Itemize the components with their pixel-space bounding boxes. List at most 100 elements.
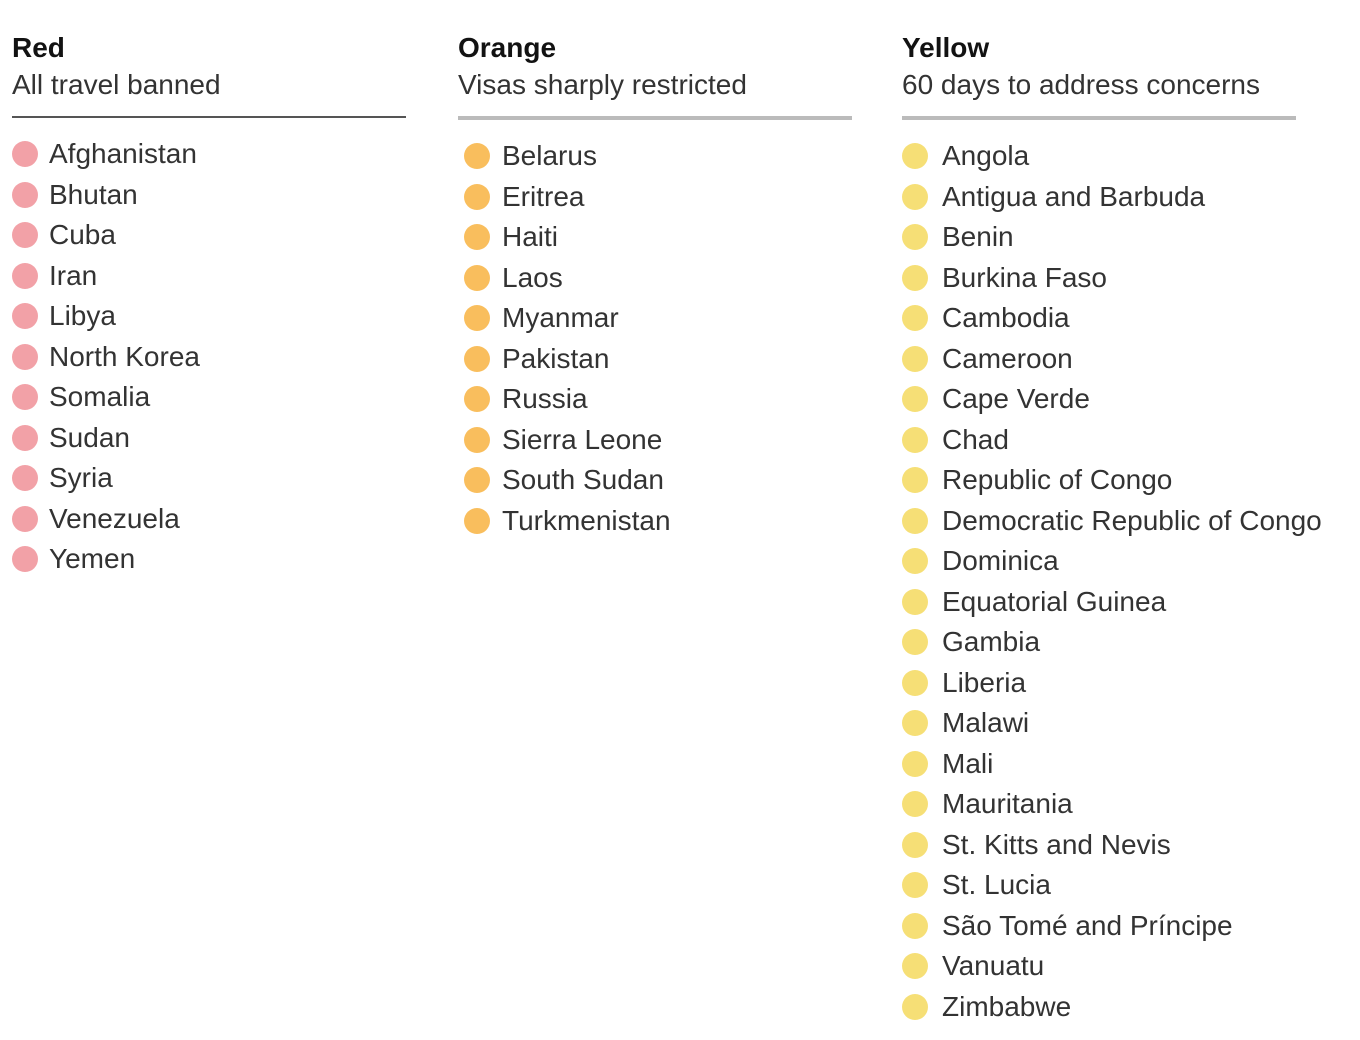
status-dot-icon (902, 588, 928, 615)
country-name: Cuba (49, 219, 116, 251)
country-item: Belarus (458, 136, 854, 177)
country-name: Yemen (49, 543, 136, 575)
country-item: Antigua and Barbuda (902, 177, 1352, 218)
status-dot-icon (902, 548, 928, 575)
status-dot-icon (902, 669, 928, 696)
status-dot-icon (902, 426, 928, 453)
country-name: Russia (502, 383, 588, 415)
country-name: Sierra Leone (502, 423, 663, 455)
country-name: Venezuela (49, 502, 180, 534)
country-name: Democratic Republic of Congo (942, 504, 1322, 536)
status-dot-icon (12, 384, 38, 411)
country-item: South Sudan (458, 460, 854, 501)
group-orange: Orange Visas sharply restricted Belarus E… (458, 30, 854, 541)
status-dot-icon (464, 183, 490, 210)
status-dot-icon (464, 264, 490, 291)
country-item: North Korea (12, 337, 408, 378)
status-dot-icon (12, 262, 38, 289)
status-dot-icon (464, 305, 490, 332)
group-title: Yellow (902, 32, 990, 63)
country-name: Chad (942, 423, 1009, 455)
status-dot-icon (12, 141, 38, 168)
country-item: Malawi (902, 703, 1352, 744)
country-name: Bhutan (49, 178, 138, 210)
country-name: Cambodia (942, 302, 1070, 334)
country-name: Mauritania (942, 788, 1073, 820)
country-list: Angola Antigua and Barbuda Benin Burkina Fa… (902, 136, 1352, 1027)
status-dot-icon (464, 143, 490, 170)
country-name: Equatorial Guinea (942, 585, 1167, 617)
country-name: Angola (942, 140, 1030, 172)
country-item: Sierra Leone (458, 420, 854, 461)
status-dot-icon (902, 993, 928, 1020)
country-name: South Sudan (502, 464, 664, 496)
status-dot-icon (902, 224, 928, 251)
country-item: Liberia (902, 663, 1352, 704)
country-item: Cambodia (902, 298, 1352, 339)
country-name: Burkina Faso (942, 261, 1107, 293)
status-dot-icon (464, 386, 490, 413)
country-item: Eritrea (458, 177, 854, 218)
status-dot-icon (464, 345, 490, 372)
country-item: Angola (902, 136, 1352, 177)
country-item: St. Lucia (902, 865, 1352, 906)
country-item: Democratic Republic of Congo (902, 501, 1352, 542)
status-dot-icon (902, 710, 928, 737)
country-item: Yemen (12, 539, 408, 580)
country-item: Vanuatu (902, 946, 1352, 987)
country-name: Republic of Congo (942, 464, 1173, 496)
country-item: Sudan (12, 418, 408, 459)
country-name: Cape Verde (942, 383, 1090, 415)
country-item: Pakistan (458, 339, 854, 380)
country-item: Venezuela (12, 499, 408, 540)
country-item: Laos (458, 258, 854, 299)
country-item: São Tomé and Príncipe (902, 906, 1352, 947)
status-dot-icon (12, 181, 38, 208)
country-item: Equatorial Guinea (902, 582, 1352, 623)
status-dot-icon (12, 546, 38, 573)
country-list: Belarus Eritrea Haiti Laos Myanmar Pakistan Ru… (458, 136, 854, 541)
country-name: Malawi (942, 707, 1030, 739)
country-item: Zimbabwe (902, 987, 1352, 1028)
status-dot-icon (902, 831, 928, 858)
country-item: Russia (458, 379, 854, 420)
country-item: Cuba (12, 215, 408, 256)
group-divider (458, 116, 852, 120)
country-name: Mali (942, 747, 994, 779)
status-dot-icon (464, 426, 490, 453)
country-name: Syria (49, 462, 113, 494)
country-name: Sudan (49, 421, 130, 453)
country-item: Bhutan (12, 175, 408, 216)
country-item: Republic of Congo (902, 460, 1352, 501)
group-title: Orange (458, 32, 557, 63)
country-name: Libya (49, 300, 116, 332)
country-name: Dominica (942, 545, 1059, 577)
country-name: Laos (502, 261, 563, 293)
status-dot-icon (464, 507, 490, 534)
country-item: Mali (902, 744, 1352, 785)
country-item: Syria (12, 458, 408, 499)
country-item: Haiti (458, 217, 854, 258)
status-dot-icon (902, 912, 928, 939)
country-name: Antigua and Barbuda (942, 180, 1206, 212)
status-dot-icon (12, 343, 38, 370)
country-name: Cameroon (942, 342, 1073, 374)
status-dot-icon (902, 953, 928, 980)
country-name: Pakistan (502, 342, 610, 374)
country-name: São Tomé and Príncipe (942, 909, 1233, 941)
status-dot-icon (12, 424, 38, 451)
country-item: Myanmar (458, 298, 854, 339)
status-dot-icon (464, 224, 490, 251)
status-dot-icon (464, 467, 490, 494)
country-name: Vanuatu (942, 950, 1045, 982)
country-name: Iran (49, 259, 98, 291)
country-item: Burkina Faso (902, 258, 1352, 299)
status-dot-icon (12, 505, 38, 532)
country-item: St. Kitts and Nevis (902, 825, 1352, 866)
country-name: Haiti (502, 221, 559, 253)
country-name: St. Kitts and Nevis (942, 828, 1171, 860)
country-item: Cameroon (902, 339, 1352, 380)
status-dot-icon (902, 305, 928, 332)
status-dot-icon (12, 303, 38, 330)
